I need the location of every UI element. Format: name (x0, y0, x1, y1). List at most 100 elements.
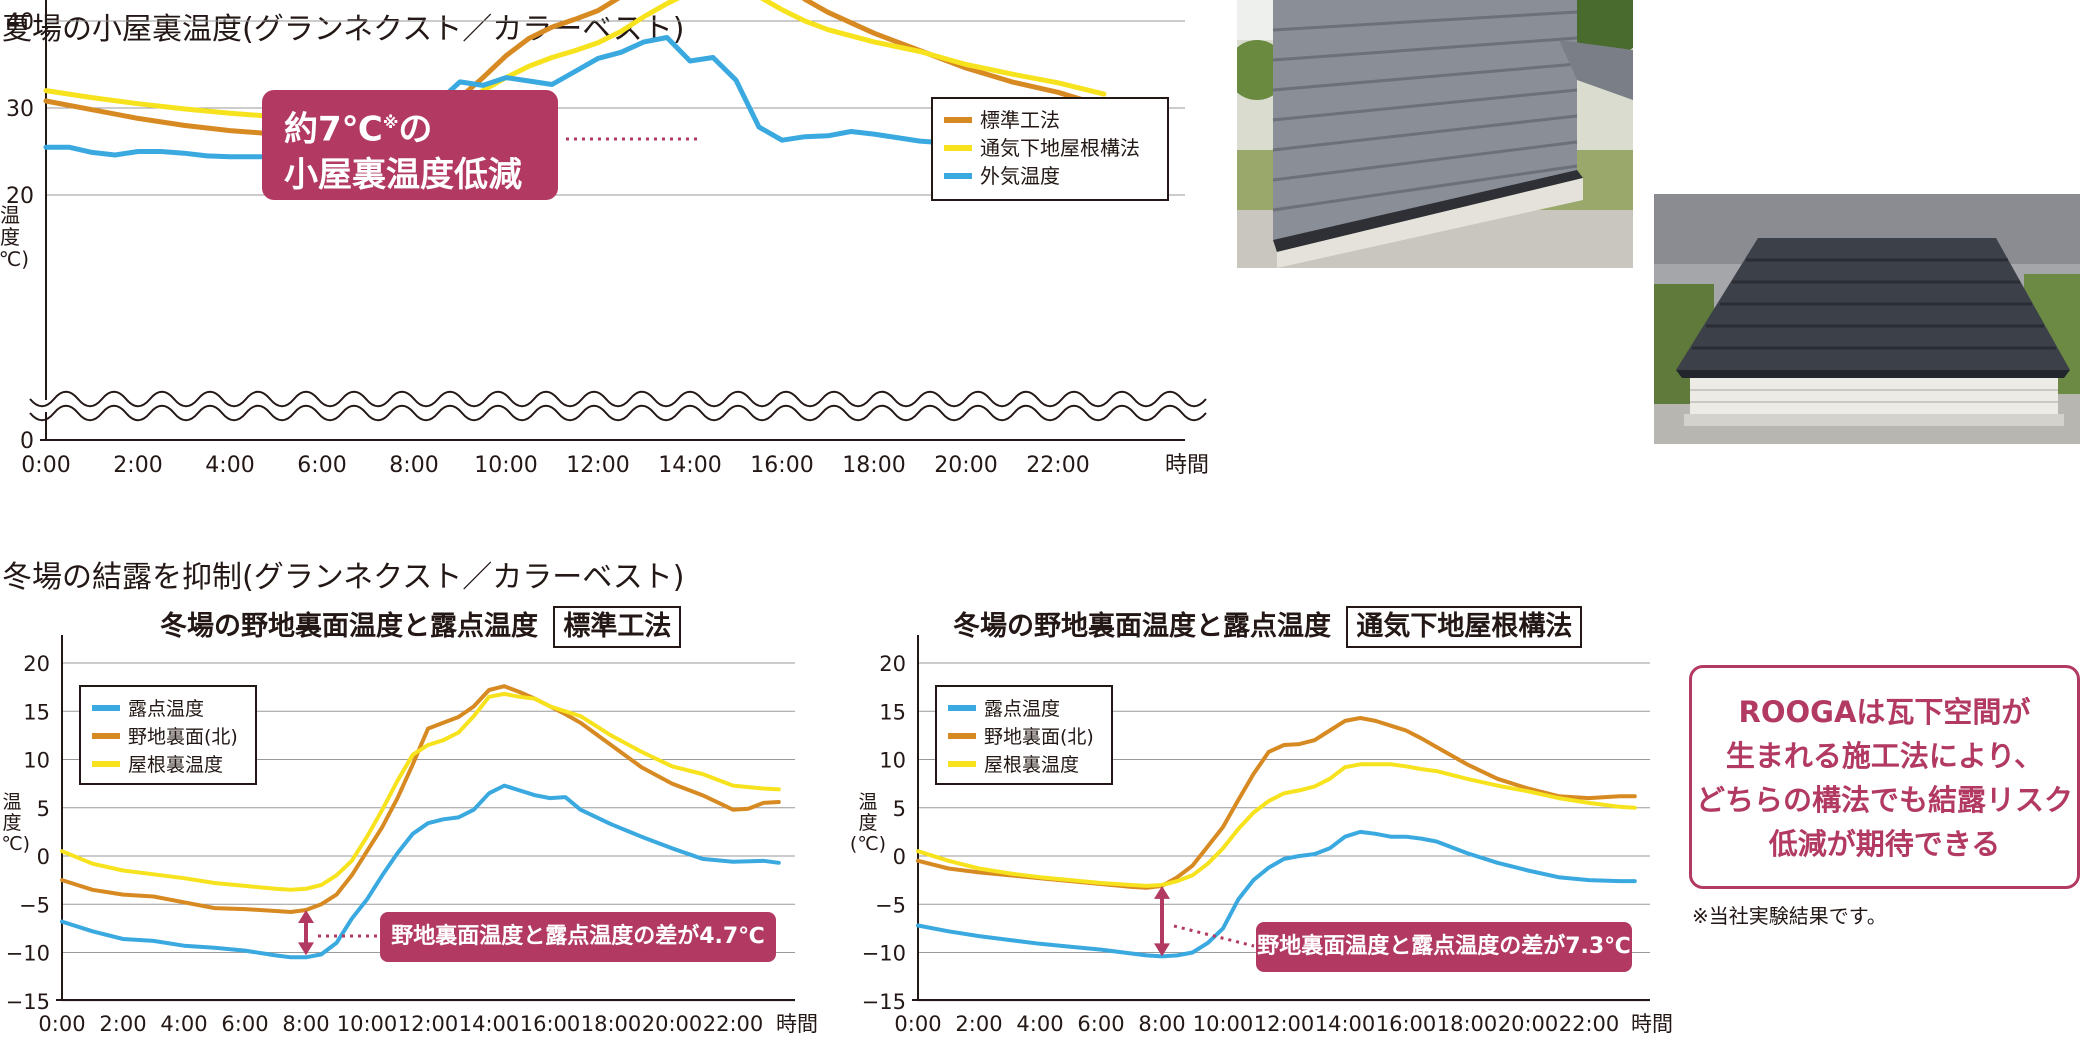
info-line-2: 生まれる施工法により、 (1725, 739, 2044, 773)
rooga-info-box: ROOGAは瓦下空間が 生まれる施工法により、 どちらの構法でも結露リスク 低減… (1689, 665, 2080, 889)
x-tick-label: 2:00 (955, 1012, 1002, 1036)
summer-reduction-callout: 約7℃※の 小屋裏温度低減 (262, 90, 558, 200)
y-tick-label: 20 (23, 652, 50, 676)
callout-line2: 小屋裏温度低減 (284, 155, 522, 196)
winter-left-badge: 標準工法 (553, 606, 682, 648)
x-tick-label: 20:00 (642, 1012, 703, 1036)
winter-right-title-text: 冬場の野地裏面温度と露点温度 (953, 611, 1331, 642)
summer-heading: 夏場の小屋裏温度(グランネクスト／カラーベスト) (2, 12, 685, 47)
x-tick-label: 10:00 (1193, 1012, 1254, 1036)
x-tick-label: 2:00 (99, 1012, 146, 1036)
legend-label: 外気温度 (980, 164, 1060, 188)
x-tick-label: 4:00 (205, 453, 254, 478)
y-tick-label: 40 (6, 10, 34, 35)
y-tick-label: 15 (23, 700, 50, 724)
x-tick-label: 22:00 (1559, 1012, 1620, 1036)
axis-break-wave (29, 404, 1207, 422)
legend-label: 野地裏面(北) (128, 726, 238, 748)
y-tick-label: 5 (893, 797, 906, 821)
y-tick-label: 5 (37, 797, 50, 821)
difference-arrow-head-down (298, 942, 314, 956)
y-tick-label: −15 (6, 990, 50, 1014)
y-tick-label: 10 (23, 749, 50, 773)
series-line-3 (916, 762, 1637, 888)
x-axis-title: 時間 (776, 1012, 818, 1036)
roof-photo-hip (1654, 194, 2080, 444)
x-tick-label: 18:00 (1437, 1012, 1498, 1036)
y-tick-label: 20 (6, 184, 34, 209)
series-line-3 (60, 691, 781, 892)
winter-ventilated-chart: −15 −10 −5 0 5 10 15 20 0:00 2:00 4:00 6:00 8:00 10:0… (850, 635, 1673, 1036)
y-tick-label: −15 (862, 990, 906, 1014)
x-tick-label: 4:00 (1016, 1012, 1063, 1036)
winter-right-diff-callout: 野地裏面温度と露点温度の差が7.3℃ (1256, 922, 1632, 972)
x-tick-label: 16:00 (520, 1012, 581, 1036)
x-tick-label: 20:00 (934, 453, 997, 478)
series-line-3 (43, 35, 1107, 160)
callout-footnote-mark: ※ (382, 113, 399, 132)
x-tick-label: 6:00 (297, 453, 346, 478)
x-tick-label: 8:00 (282, 1012, 329, 1036)
y-axis-title: 温度(℃) (0, 791, 30, 855)
info-line-1: ROOGAは瓦下空間が (1738, 695, 2031, 729)
x-tick-label: 0:00 (38, 1012, 85, 1036)
y-tick-label: 0 (893, 845, 906, 869)
y-tick-label: 15 (879, 700, 906, 724)
x-tick-label: 10:00 (474, 453, 537, 478)
x-tick-label: 12:00 (1254, 1012, 1315, 1036)
difference-arrow-head-down (1154, 943, 1170, 957)
legend-label: 露点温度 (128, 698, 204, 720)
x-tick-label: 8:00 (389, 453, 438, 478)
legend-label: 露点温度 (984, 698, 1060, 720)
x-tick-label: 22:00 (703, 1012, 764, 1036)
y-tick-label: −10 (862, 942, 906, 966)
winter-heading: 冬場の結露を抑制(グランネクスト／カラーベスト) (2, 560, 685, 595)
legend-label: 通気下地屋根構法 (980, 136, 1140, 160)
legend-label: 屋根裏温度 (984, 754, 1079, 776)
difference-arrow-head-up (1154, 885, 1170, 899)
winter-left-title: 冬場の野地裏面温度と露点温度 標準工法 (160, 604, 682, 648)
x-axis-title: 時間 (1165, 453, 1209, 478)
x-tick-label: 14:00 (658, 453, 721, 478)
x-axis-title: 時間 (1631, 1012, 1673, 1036)
x-tick-label: 0:00 (21, 453, 70, 478)
x-tick-label: 8:00 (1138, 1012, 1185, 1036)
winter-right-badge: 通気下地屋根構法 (1346, 606, 1583, 648)
y-tick-label: −5 (875, 893, 906, 917)
y-axis-title: 温度(℃) (850, 791, 886, 855)
info-line-4: 低減が期待できる (1768, 827, 2001, 861)
y-tick-label: 20 (879, 652, 906, 676)
x-tick-label: 6:00 (1077, 1012, 1124, 1036)
legend-label: 野地裏面(北) (984, 726, 1094, 748)
y-axis-title: 温度(℃) (0, 203, 29, 271)
x-tick-label: 6:00 (221, 1012, 268, 1036)
x-tick-label: 10:00 (337, 1012, 398, 1036)
x-tick-label: 14:00 (459, 1012, 520, 1036)
experiment-footnote: ※当社実験結果です。 (1692, 904, 1887, 928)
x-tick-label: 18:00 (842, 453, 905, 478)
x-tick-label: 16:00 (750, 453, 813, 478)
y-tick-label: −5 (19, 893, 50, 917)
x-tick-label: 16:00 (1376, 1012, 1437, 1036)
summer-temperature-chart: 203040500:002:004:006:008:0010:0012:0014… (0, 0, 1215, 478)
x-tick-label: 22:00 (1026, 453, 1089, 478)
axis-break-wave (29, 390, 1207, 408)
difference-arrow-head-up (298, 910, 314, 924)
winter-right-title: 冬場の野地裏面温度と露点温度 通気下地屋根構法 (953, 604, 1583, 648)
callout-leader-line (1173, 924, 1255, 948)
x-tick-label: 0:00 (894, 1012, 941, 1036)
x-tick-label: 20:00 (1498, 1012, 1559, 1036)
x-tick-label: 12:00 (398, 1012, 459, 1036)
winter-standard-chart: −15 −10 −5 0 5 10 15 20 0:00 2:00 4:00 6:00 8:00 10:0… (0, 635, 818, 1036)
y-tick-label: 10 (879, 749, 906, 773)
x-tick-label: 2:00 (113, 453, 162, 478)
callout-line1-suffix: の (398, 109, 433, 150)
x-tick-label: 12:00 (566, 453, 629, 478)
legend-label: 屋根裏温度 (128, 754, 223, 776)
legend-label: 標準工法 (980, 108, 1060, 132)
series-line-2 (60, 684, 781, 914)
y-tick-label: −10 (6, 942, 50, 966)
